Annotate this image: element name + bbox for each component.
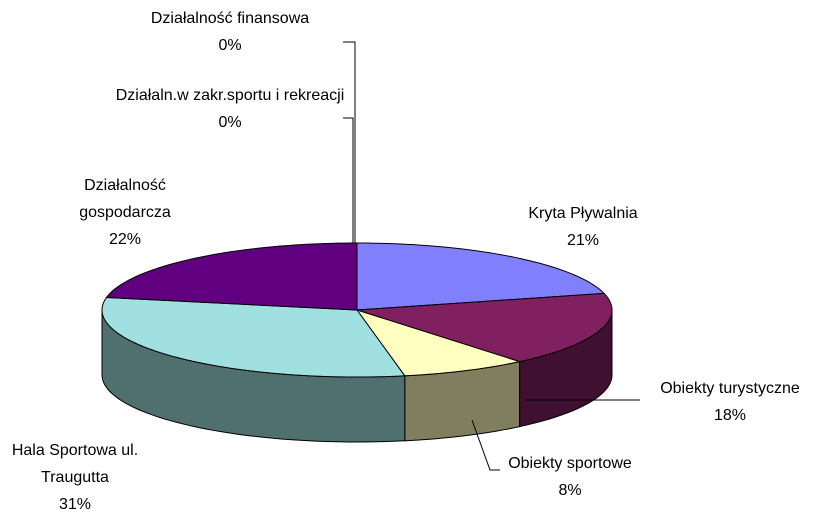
value-label: 8% (558, 482, 582, 499)
pie-slice (105, 242, 358, 311)
pie-slice (356, 242, 606, 311)
slice-label: Hala Sportowa ul. Traugutta 31% (0, 437, 155, 518)
pie-slice (101, 296, 406, 378)
pie-slice (355, 309, 522, 377)
pie-slice (356, 292, 613, 363)
pie-tops (101, 242, 613, 378)
value-label: 22% (108, 231, 142, 248)
leader-line (343, 41, 356, 243)
category-name: Działalność finansowa (150, 10, 310, 27)
value-label: 0% (218, 37, 242, 54)
slice-label: Obiekty turystyczne 18% (630, 375, 823, 429)
slice-label: Działalność finansowa 0% (100, 5, 360, 59)
category-name: Działaln.w zakr.sportu i rekreacji (115, 87, 345, 104)
value-label: 21% (566, 232, 600, 249)
leader-line (471, 419, 500, 471)
category-name: Działalność gospodarcza (79, 177, 171, 221)
category-name: Obiekty sportowe (508, 455, 632, 472)
category-name: Hala Sportowa ul. Traugutta (11, 442, 139, 486)
value-label: 18% (713, 407, 747, 424)
category-name: Obiekty turystyczne (660, 380, 800, 397)
slice-label: Obiekty sportowe 8% (470, 450, 670, 504)
value-label: 0% (218, 114, 242, 131)
pie-sides (101, 309, 613, 443)
leader-line (343, 117, 354, 243)
category-name: Kryta Pływalnia (528, 205, 638, 222)
slice-label: Kryta Pływalnia 21% (483, 200, 683, 254)
value-label: 31% (58, 496, 92, 513)
slice-label: Działalność gospodarcza 22% (70, 172, 180, 253)
slice-label: Działaln.w zakr.sportu i rekreacji 0% (105, 82, 355, 136)
